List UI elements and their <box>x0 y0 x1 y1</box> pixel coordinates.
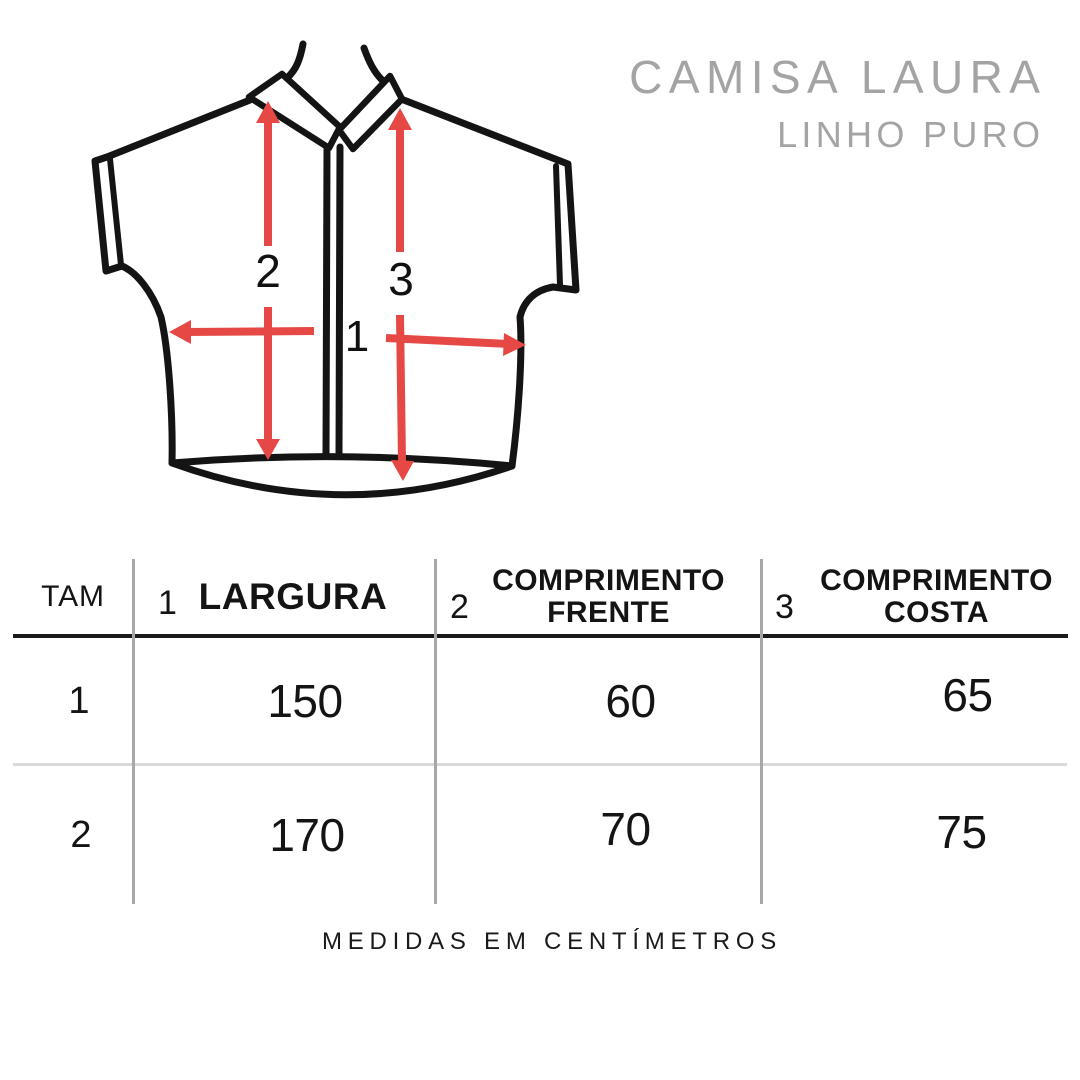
neck-lines <box>283 40 386 84</box>
header-label-comprimento-costa: COMPRIMENTO COSTA <box>820 563 1053 629</box>
row1-comprimento-costa: 65 <box>942 669 993 721</box>
row1-size: 1 <box>68 679 90 722</box>
header-label-comprimento-frente: COMPRIMENTO FRENTE <box>492 563 725 629</box>
shirt-measurement-diagram: 2 3 1 <box>91 40 580 499</box>
left-cuff-seam <box>107 156 124 268</box>
row2-largura: 170 <box>269 809 345 861</box>
header-num-2: 2 <box>450 588 469 626</box>
row2-size: 2 <box>70 813 92 856</box>
header-num-3: 3 <box>775 588 794 626</box>
header-num-1: 1 <box>158 584 177 622</box>
arrow-label-1: 1 <box>345 312 369 361</box>
product-subtitle: LINHO PURO <box>777 114 1045 155</box>
header-largura: 1 LARGURA <box>136 558 434 636</box>
table-header-rule <box>13 634 1068 638</box>
table-column-divider <box>434 559 437 904</box>
table-row-separator <box>13 763 1067 766</box>
arrow-width <box>169 320 526 356</box>
measurement-unit-note: MEDIDAS EM CENTÍMETROS <box>321 928 783 955</box>
row1-comprimento-frente: 60 <box>605 675 656 727</box>
row2-comprimento-frente: 70 <box>600 803 651 855</box>
right-cuff-seam <box>553 163 563 288</box>
shirt-hem-curve <box>168 459 516 499</box>
header-label-largura: LARGURA <box>198 576 388 618</box>
arrow-label-3: 3 <box>388 253 414 305</box>
header-tam: TAM <box>41 580 105 613</box>
header-comprimento-costa: 3 COMPRIMENTO COSTA <box>763 558 1080 636</box>
row2-comprimento-costa: 75 <box>936 806 987 858</box>
arrow-label-2: 2 <box>255 245 281 297</box>
table-column-divider <box>760 559 763 904</box>
table-column-divider <box>132 559 135 904</box>
title-block: CAMISA LAURA LINHO PURO <box>629 50 1040 156</box>
placket-lines <box>322 143 344 459</box>
row1-largura: 150 <box>267 675 343 727</box>
collar-right-band <box>335 72 406 153</box>
product-title: CAMISA LAURA <box>629 51 1047 103</box>
shirt-body-outline <box>91 93 580 470</box>
header-comprimento-frente: 2 COMPRIMENTO FRENTE <box>436 558 761 636</box>
